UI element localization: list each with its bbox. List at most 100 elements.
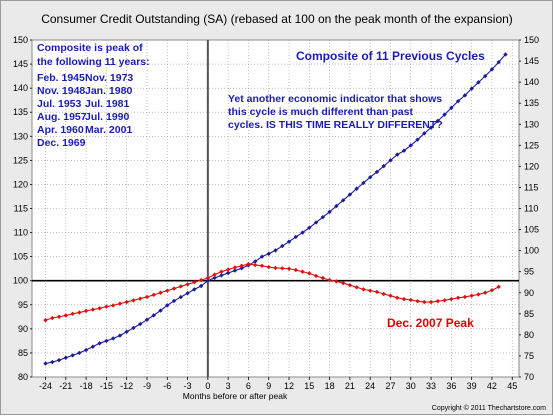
y-tick-label-right: 85 (524, 309, 534, 319)
x-tick-label: 42 (487, 381, 497, 391)
composite-data-point (63, 355, 69, 360)
y-tick-label-left: 110 (14, 228, 28, 238)
gridlines (32, 39, 519, 378)
composite-data-point (293, 234, 298, 240)
composite-data-point (313, 220, 319, 225)
dec-2007-data-point (273, 265, 278, 271)
composite-data-point (334, 203, 339, 209)
peak-year: Nov. 1973 (85, 72, 133, 84)
y-tick-label-right: 80 (524, 330, 534, 340)
composite-data-point (70, 353, 75, 358)
peak-year: Dec. 1969 (37, 137, 86, 149)
dec-2007-data-point (307, 271, 312, 276)
composite-data-point (144, 317, 150, 322)
composite-data-point (266, 251, 271, 256)
composite-data-point (401, 148, 407, 153)
composite-data-point (320, 214, 326, 220)
peak-year: Nov. 1948 (37, 85, 85, 97)
y-tick-label-right: 110 (524, 204, 538, 214)
peak-year: Jul. 1990 (85, 111, 130, 123)
composite-data-point (171, 298, 177, 304)
y-tick-label-right: 145 (524, 56, 539, 66)
composite-data-point (77, 350, 82, 356)
y-tick-label-right: 130 (524, 119, 539, 129)
composite-data-point (253, 259, 258, 264)
y-tick-label-right: 70 (524, 372, 534, 382)
y-tick-label-right: 90 (524, 288, 534, 298)
dec-2007-data-point (496, 284, 501, 290)
dec-2007-data-point (408, 297, 413, 303)
dec-2007-data-point (374, 289, 380, 295)
x-tick-label: 33 (426, 381, 436, 391)
composite-data-point (388, 158, 393, 163)
composite-data-point (185, 291, 190, 296)
dec-2007-data-point (266, 264, 271, 270)
y-tick-label-right: 105 (524, 225, 539, 235)
y-tick-label-right: 150 (524, 35, 539, 45)
x-tick-label: -15 (100, 381, 113, 391)
dec-2007-data-point (212, 272, 217, 277)
composite-data-point (435, 118, 441, 124)
dec-2007-data-point (110, 303, 116, 308)
composite-data-point (503, 52, 508, 57)
x-tick-label: 21 (345, 381, 355, 391)
composite-data-point (374, 169, 380, 175)
x-tick-label: 12 (284, 381, 294, 391)
x-tick-label: 15 (304, 381, 314, 391)
dec-2007-data-point (401, 296, 407, 302)
peak-year: Mar. 2001 (85, 124, 132, 136)
dec-2007-data-point (422, 299, 427, 305)
composite-data-point (90, 344, 96, 349)
composite-data-point (104, 338, 109, 344)
dec-2007-data-point (442, 298, 447, 303)
composite-data-point (286, 239, 292, 244)
x-tick-label: -24 (39, 381, 52, 391)
dec-2007-data-point (124, 299, 129, 305)
composite-data-point (489, 67, 495, 72)
composite-data-point (219, 273, 224, 278)
x-tick-label: 27 (385, 381, 395, 391)
composite-data-point (496, 59, 501, 65)
dec-2007-data-point (144, 294, 150, 300)
composite-data-point (347, 192, 353, 197)
dec-2007-data-point (185, 282, 190, 287)
composite-data-point (56, 357, 62, 363)
composite-data-point (239, 265, 244, 271)
x-tick-label: -12 (120, 381, 133, 391)
axes (32, 40, 519, 377)
dec-2007-data-point (300, 269, 305, 274)
y-tick-label-left: 90 (18, 324, 28, 334)
composite-data-point (225, 270, 231, 276)
x-tick-label: -3 (184, 381, 192, 391)
dec-2007-data-point (131, 298, 136, 303)
dec-2007-data-point (489, 288, 495, 293)
y-tick-label-left: 130 (13, 131, 28, 141)
y-tick-label-left: 100 (13, 276, 28, 286)
dec-2007-data-point (428, 299, 434, 305)
y-tick-label-left: 85 (18, 348, 28, 358)
dec-2007-data-point (56, 314, 62, 319)
composite-data-point (408, 143, 413, 148)
composite-data-point (110, 336, 116, 341)
tick-labels: 8085909510010511011512012513013514014515… (13, 35, 539, 391)
series-layer (43, 52, 508, 366)
note-line-1: Yet another economic indicator that show… (228, 93, 442, 105)
composite-data-point (327, 209, 332, 215)
x-tick-label: -21 (59, 381, 72, 391)
composite-data-point (307, 225, 312, 230)
dec-2007-data-point (117, 301, 123, 306)
y-tick-label-left: 145 (13, 59, 28, 69)
composite-data-point (138, 321, 143, 327)
dec-2007-data-point (239, 263, 244, 268)
y-tick-label-right: 140 (524, 77, 539, 87)
y-tick-label-right: 100 (524, 246, 539, 256)
peak-year: Aug. 1957 (37, 111, 87, 123)
y-tick-label-left: 120 (13, 179, 28, 189)
dec-2007-data-point (77, 310, 82, 315)
peak-year: Jan. 1980 (85, 85, 132, 97)
y-tick-label-left: 115 (14, 204, 28, 214)
dec-2007-data-point (178, 284, 184, 289)
dec-2007-data-point (320, 275, 326, 281)
composite-data-point (83, 347, 89, 353)
composite-data-point (212, 275, 217, 281)
